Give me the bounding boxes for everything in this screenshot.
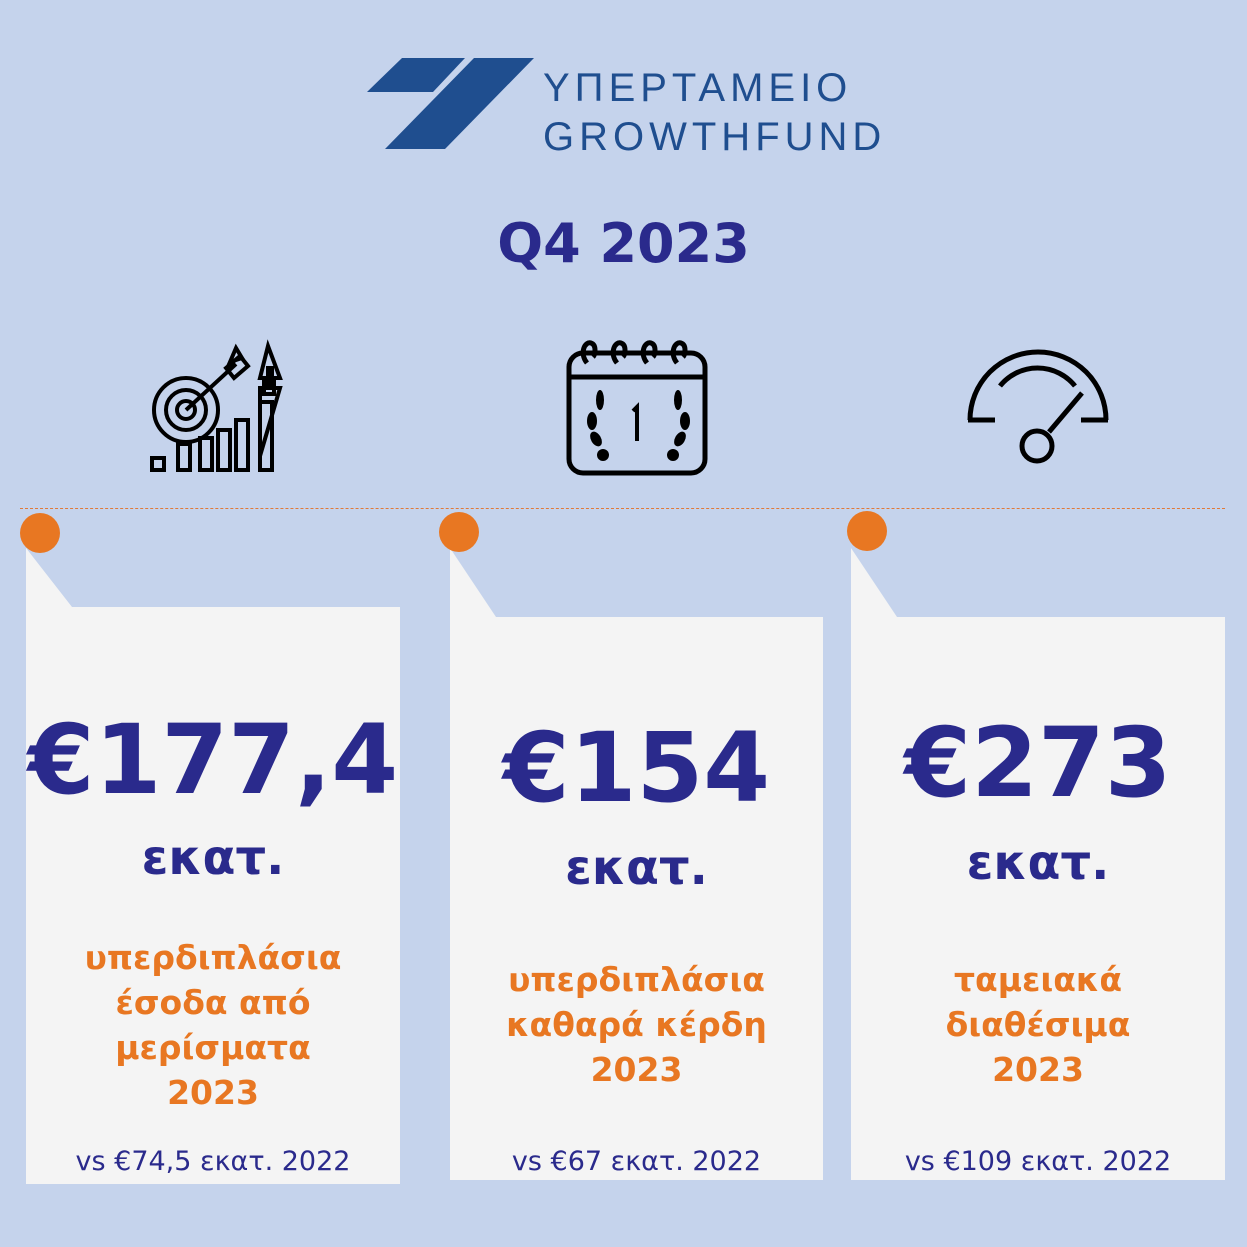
timeline-dot (20, 513, 60, 553)
timeline-dot (847, 511, 887, 551)
stat-comparison: vs €109 εκατ. 2022 (904, 1146, 1172, 1177)
speedometer-gauge-icon (967, 349, 1109, 464)
stat-amount: €177,4 (27, 704, 399, 816)
desc-line: μερίσματα (115, 1028, 311, 1067)
desc-line: διαθέσιμα (945, 1005, 1131, 1044)
timeline-divider (20, 508, 1225, 509)
stat-description: ταμειακά διαθέσιμα 2023 (851, 957, 1225, 1092)
stat-unit: εκατ. (141, 830, 285, 886)
page-title: Q4 2023 (497, 212, 750, 275)
stat-card-net-profit: €154 εκατ. υπερδιπλάσια καθαρά κέρδη 202… (450, 520, 823, 1180)
stat-comparison: vs €74,5 εκατ. 2022 (75, 1146, 351, 1177)
desc-line: 2023 (992, 1050, 1084, 1089)
desc-line: έσοδα από (115, 983, 311, 1022)
stat-unit: εκατ. (966, 835, 1110, 891)
stat-comparison: vs €67 εκατ. 2022 (511, 1146, 762, 1177)
calendar-award-icon (566, 340, 708, 476)
stat-card-dividends: €177,4 εκατ. υπερδιπλάσια έσοδα από μερί… (26, 520, 400, 1184)
target-growth-chart-icon (150, 339, 283, 472)
desc-line: 2023 (590, 1050, 683, 1089)
desc-line: υπερδιπλάσια (84, 938, 342, 977)
desc-line: καθαρά κέρδη (506, 1005, 767, 1044)
stat-unit: εκατ. (565, 840, 708, 896)
desc-line: ταμειακά (953, 960, 1123, 999)
desc-line: υπερδιπλάσια (508, 960, 765, 999)
stat-card-cash-reserves: €273 εκατ. ταμειακά διαθέσιμα 2023 vs €1… (851, 520, 1225, 1180)
desc-line: 2023 (167, 1073, 259, 1112)
logo-text-latin: GROWTHFUND (543, 115, 887, 159)
stat-amount: €273 (904, 707, 1172, 819)
growthfund-logo-mark (367, 58, 534, 149)
stat-amount: €154 (502, 712, 771, 824)
stat-description: υπερδιπλάσια καθαρά κέρδη 2023 (450, 957, 823, 1092)
timeline-dot (439, 512, 479, 552)
logo-text-greek: ΥΠΕΡΤΑΜΕΙΟ (543, 66, 853, 110)
stat-description: υπερδιπλάσια έσοδα από μερίσματα 2023 (26, 935, 400, 1115)
